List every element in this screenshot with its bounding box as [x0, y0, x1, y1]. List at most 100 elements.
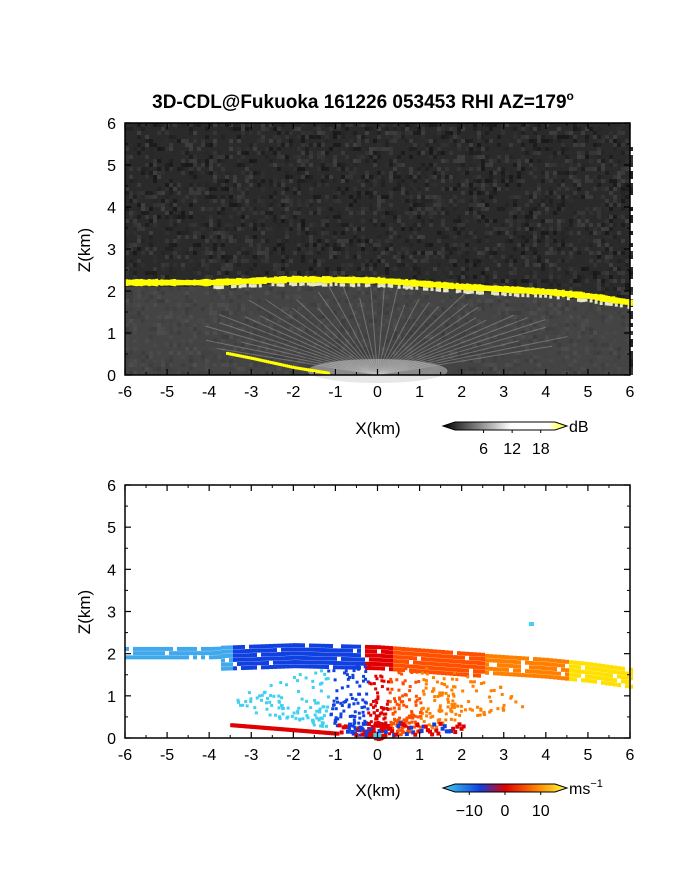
- noise-pixel: [549, 283, 553, 287]
- noise-pixel: [621, 179, 625, 183]
- noise-pixel: [445, 235, 449, 239]
- noise-pixel: [597, 139, 601, 143]
- noise-pixel: [261, 179, 265, 183]
- noise-pixel: [565, 239, 569, 243]
- noise-pixel: [261, 203, 265, 207]
- noise-pixel: [593, 251, 597, 255]
- noise-pixel: [469, 167, 473, 171]
- noise-pixel: [205, 195, 209, 199]
- noise-pixel: [261, 191, 265, 195]
- noise-pixel: [529, 247, 533, 251]
- velocity-pixel: [361, 661, 365, 666]
- noise-pixel: [217, 267, 221, 271]
- noise-pixel: [625, 263, 629, 267]
- noise-pixel: [525, 203, 529, 207]
- noise-pixel: [129, 259, 133, 263]
- noise-pixel: [285, 227, 289, 231]
- velocity-pixel: [353, 661, 357, 666]
- noise-pixel: [557, 227, 561, 231]
- noise-pixel: [277, 271, 281, 275]
- noise-pixel: [317, 135, 321, 139]
- cloud-top-echo: [223, 278, 227, 286]
- cloud-top-echo: [236, 277, 240, 286]
- noise-pixel: [305, 151, 309, 155]
- noise-pixel: [217, 259, 221, 263]
- noise-pixel: [193, 195, 197, 199]
- noise-pixel: [321, 175, 325, 179]
- noise-pixel: [221, 243, 225, 247]
- lower-layer-echo: [327, 371, 330, 375]
- noise-pixel: [437, 167, 441, 171]
- noise-pixel: [225, 271, 229, 275]
- velocity-pixel: [457, 672, 461, 677]
- noise-pixel: [209, 215, 213, 219]
- noise-pixel: [241, 171, 245, 175]
- noise-pixel: [201, 255, 205, 259]
- noise-pixel: [185, 151, 189, 155]
- cloud-base-echo: [513, 293, 517, 297]
- cloud-base-echo: [271, 282, 275, 287]
- noise-pixel: [577, 163, 581, 167]
- cloud-top-echo: [450, 282, 454, 290]
- noise-pixel: [629, 315, 633, 319]
- noise-pixel: [337, 131, 341, 135]
- cloud-base-echo: [443, 288, 447, 293]
- noise-pixel: [621, 131, 625, 135]
- noise-pixel: [577, 179, 581, 183]
- noise-pixel: [493, 179, 497, 183]
- noise-pixel: [589, 223, 593, 227]
- cloud-top-echo: [619, 298, 623, 305]
- noise-pixel: [505, 147, 509, 151]
- noise-pixel: [605, 243, 609, 247]
- noise-pixel: [393, 267, 397, 271]
- noise-pixel: [437, 279, 441, 283]
- noise-pixel: [153, 203, 157, 207]
- velocity-pixel: [393, 650, 397, 655]
- noise-pixel: [369, 203, 373, 207]
- noise-pixel: [149, 191, 153, 195]
- noise-pixel: [525, 255, 529, 259]
- noise-pixel: [249, 243, 253, 247]
- noise-pixel: [533, 167, 537, 171]
- velocity-pixel: [465, 660, 469, 665]
- noise-pixel: [301, 255, 305, 259]
- noise-pixel: [597, 183, 601, 187]
- noise-pixel: [593, 271, 597, 275]
- noise-pixel: [525, 227, 529, 231]
- noise-pixel: [613, 143, 617, 147]
- velocity-pixel: [321, 652, 325, 657]
- noise-pixel: [533, 155, 537, 159]
- noise-pixel: [165, 147, 169, 151]
- noise-pixel: [253, 159, 257, 163]
- noise-pixel: [249, 131, 253, 135]
- noise-pixel: [173, 215, 177, 219]
- velocity-pixel: [181, 651, 185, 656]
- noise-pixel: [305, 179, 309, 183]
- velocity-pixel: [425, 669, 429, 674]
- noise-pixel: [429, 155, 433, 159]
- noise-pixel: [321, 179, 325, 183]
- noise-pixel: [429, 251, 433, 255]
- noise-pixel: [153, 175, 157, 179]
- noise-pixel: [413, 187, 417, 191]
- noise-pixel: [557, 287, 561, 291]
- noise-pixel: [333, 163, 337, 167]
- noise-pixel: [437, 195, 441, 199]
- noise-pixel: [625, 255, 629, 259]
- noise-pixel: [533, 231, 537, 235]
- noise-pixel: [437, 215, 441, 219]
- velocity-pixel: [161, 655, 165, 660]
- noise-pixel: [465, 259, 469, 263]
- cloud-top-echo: [339, 276, 343, 284]
- noise-pixel: [449, 243, 453, 247]
- noise-pixel: [561, 283, 565, 287]
- noise-pixel: [405, 195, 409, 199]
- noise-pixel: [225, 227, 229, 231]
- noise-pixel: [133, 223, 137, 227]
- noise-pixel: [197, 167, 201, 171]
- noise-pixel: [565, 155, 569, 159]
- noise-pixel: [129, 263, 133, 267]
- noise-pixel: [425, 251, 429, 255]
- velocity-pixel: [157, 651, 161, 656]
- noise-pixel: [545, 163, 549, 167]
